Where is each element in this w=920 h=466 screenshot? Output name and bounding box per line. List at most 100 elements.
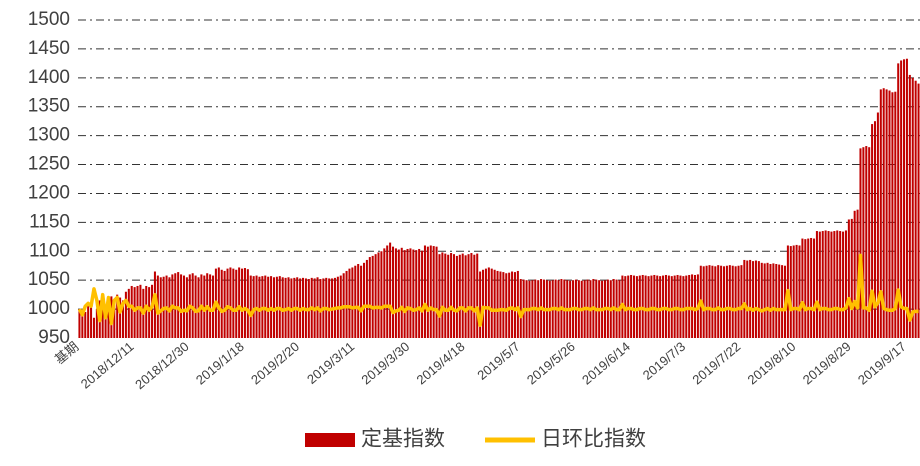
bar [194, 275, 197, 338]
bar [647, 276, 650, 338]
bar [104, 306, 107, 338]
bar [903, 59, 906, 338]
bar [412, 249, 415, 338]
bar [798, 245, 801, 338]
bar [850, 218, 853, 338]
bar [354, 265, 357, 338]
bar [641, 274, 644, 338]
bar [203, 275, 206, 338]
bar [281, 277, 284, 338]
y-tick-label: 1300 [28, 125, 70, 146]
bar [653, 274, 656, 338]
bar [807, 238, 810, 338]
bar [772, 263, 775, 338]
y-tick-label: 1200 [28, 182, 70, 203]
bar [479, 271, 482, 338]
bar [360, 265, 363, 338]
bar [789, 246, 792, 338]
bar [865, 146, 868, 338]
x-tick-label: 2019/2/20 [248, 339, 302, 388]
bar [804, 239, 807, 338]
bar [656, 275, 659, 338]
y-tick-label: 950 [38, 327, 70, 348]
bar [235, 269, 238, 338]
bar [876, 112, 879, 338]
bar [191, 273, 194, 338]
bar [258, 276, 261, 338]
bar [630, 274, 633, 338]
x-tick-label: 2019/4/18 [414, 339, 468, 388]
bar [778, 264, 781, 338]
bar [473, 254, 476, 338]
bar [911, 77, 914, 339]
bar [847, 219, 850, 338]
bar [435, 246, 438, 338]
bar [371, 255, 374, 338]
bar [781, 265, 784, 338]
bar [130, 285, 133, 338]
x-tick-label: 2019/6/14 [579, 339, 633, 388]
bar [78, 309, 81, 338]
bar [418, 248, 421, 338]
bar [894, 91, 897, 338]
bar [508, 272, 511, 338]
bar [891, 92, 894, 338]
bar [731, 265, 734, 338]
bar [868, 147, 871, 338]
bar [345, 270, 348, 338]
bar [467, 254, 470, 338]
bar [766, 262, 769, 338]
bar [827, 231, 830, 338]
bar [180, 274, 183, 338]
bar [452, 254, 456, 338]
bar [734, 266, 737, 338]
bar [226, 268, 229, 338]
bar [415, 250, 418, 338]
y-tick-label: 1250 [28, 154, 70, 175]
bar [119, 297, 122, 338]
bar [664, 274, 667, 338]
bar [511, 271, 514, 338]
bar [365, 259, 368, 338]
bar [859, 148, 862, 338]
bar [725, 265, 728, 338]
bar [792, 245, 795, 338]
bar [151, 284, 154, 338]
bar [470, 253, 473, 338]
bar [374, 254, 377, 338]
bar [493, 269, 496, 338]
bar [444, 253, 447, 338]
bar [484, 268, 487, 338]
bar [749, 259, 752, 338]
bar [717, 265, 720, 338]
bar [490, 268, 493, 338]
x-tick-label: 2019/8/29 [800, 339, 854, 388]
bar [691, 274, 694, 338]
bar [667, 275, 670, 338]
bar [682, 276, 685, 338]
bar [426, 246, 429, 338]
bar [81, 314, 84, 338]
y-tick-label: 1400 [28, 67, 70, 88]
y-tick-label: 1000 [28, 298, 70, 319]
bar [421, 250, 424, 338]
bar [403, 250, 406, 338]
bar [905, 58, 908, 338]
bar [914, 80, 917, 338]
bar [810, 237, 813, 338]
bar [238, 267, 241, 338]
bar [760, 262, 763, 338]
bar [513, 272, 516, 338]
bar [232, 268, 235, 338]
x-tick-label: 2019/5/26 [524, 339, 578, 388]
bar [679, 275, 682, 338]
bar [824, 230, 827, 338]
bar [632, 275, 636, 338]
bar [464, 255, 467, 338]
bar [516, 270, 519, 338]
bar [348, 268, 351, 338]
bar [900, 60, 903, 339]
bar [107, 298, 110, 338]
legend-label: 定基指数 [361, 428, 445, 451]
x-tick-label: 2019/9/17 [855, 339, 909, 388]
